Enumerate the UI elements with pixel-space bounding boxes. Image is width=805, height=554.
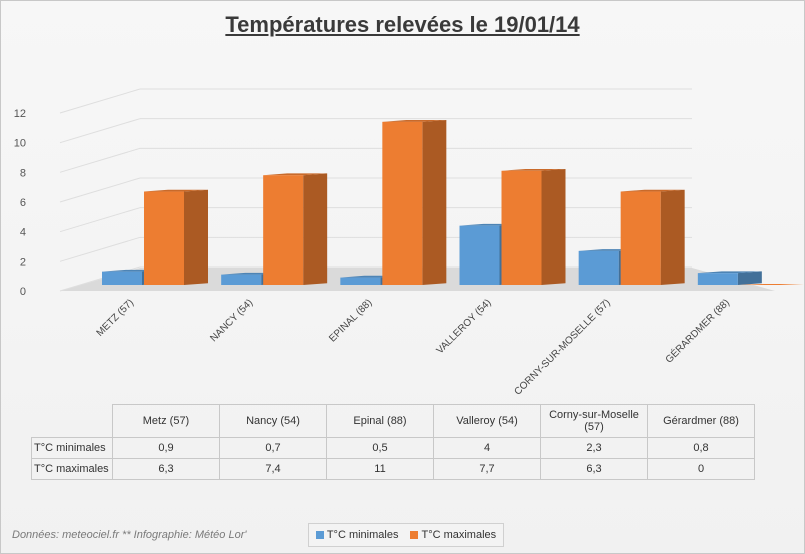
legend-label-min: T°C minimales xyxy=(326,529,399,541)
chart-title: Températures relevées le 19/01/14 xyxy=(225,12,580,37)
table-row: T°C maximales 6,3 7,4 11 7,7 6,3 0 xyxy=(31,458,755,480)
bar-front xyxy=(620,191,661,285)
legend-item-min: T°C minimales xyxy=(315,529,399,541)
y-tick-label: 8 xyxy=(20,167,26,179)
bar-top xyxy=(697,271,762,274)
table-col-header: Corny-sur-Moselle (57) xyxy=(540,404,648,438)
bar-front xyxy=(697,273,738,285)
legend-label-max: T°C maximales xyxy=(421,529,497,541)
table-col-header: Valleroy (54) xyxy=(433,404,541,438)
bar-max xyxy=(501,168,566,285)
bar-front xyxy=(221,274,262,285)
table-cell: 4 xyxy=(433,437,541,459)
bar-front xyxy=(144,191,184,285)
y-tick-label: 4 xyxy=(20,227,26,239)
bar-top xyxy=(144,189,208,192)
bar-front xyxy=(340,277,381,285)
source-note: Données: meteociel.fr ** Infographie: Mé… xyxy=(12,529,247,541)
gridline xyxy=(59,88,141,114)
x-tick-label: CORNY-SUR-MOSELLE (57) xyxy=(513,297,613,397)
table-row-label: T°C minimales xyxy=(31,437,113,459)
table-col-header: Epinal (88) xyxy=(326,404,434,438)
y-tick-label: 10 xyxy=(14,138,26,150)
table-cell: 0,5 xyxy=(326,437,434,459)
bar-min xyxy=(697,271,762,285)
table-row: T°C minimales 0,9 0,7 0,5 4 2,3 0,8 xyxy=(31,437,755,459)
y-tick-label: 2 xyxy=(20,256,26,268)
legend-swatch-min xyxy=(315,531,324,539)
bar-front xyxy=(382,121,423,285)
bar-front xyxy=(102,271,142,285)
table-cell: 7,4 xyxy=(219,458,327,480)
bar-top xyxy=(263,173,328,176)
gridline xyxy=(59,147,141,173)
data-table: Metz (57) Nancy (54) Epinal (88) Vallero… xyxy=(31,404,755,480)
table-col-header: Gérardmer (88) xyxy=(647,404,755,438)
bar-side xyxy=(660,189,685,285)
table-col-header: Metz (57) xyxy=(112,404,220,438)
bar-layer xyxy=(102,120,804,286)
y-tick-label: 6 xyxy=(20,197,26,209)
table-cell: 0,8 xyxy=(647,437,755,459)
bar-top xyxy=(501,168,566,171)
bar-max xyxy=(144,189,208,285)
bar-front xyxy=(501,170,542,285)
table-cell: 2,3 xyxy=(540,437,648,459)
x-tick-label: EPINAL (88) xyxy=(327,297,374,344)
bar-front xyxy=(263,175,304,285)
x-tick-label: NANCY (54) xyxy=(208,297,255,344)
gridline xyxy=(59,118,141,144)
table-row-label: T°C maximales xyxy=(31,458,113,480)
bar-front xyxy=(578,250,619,285)
gridline xyxy=(59,177,141,203)
axis-layer: 0 2 4 6 8 10 12 xyxy=(14,108,26,298)
table-corner xyxy=(31,404,113,438)
y-tick-label: 0 xyxy=(20,286,26,298)
bar-max xyxy=(739,284,804,285)
table-col-header: Nancy (54) xyxy=(219,404,327,438)
bar-side xyxy=(422,120,447,286)
bar-top xyxy=(382,120,447,122)
legend-swatch-max xyxy=(410,531,419,539)
label-layer: METZ (57) NANCY (54) EPINAL (88) VALLEROY (… xyxy=(95,296,732,398)
bar-max xyxy=(382,120,447,286)
legend: T°C minimales T°C maximales xyxy=(308,523,504,547)
x-tick-label: VALLEROY (54) xyxy=(435,297,494,356)
table-cell: 0,7 xyxy=(219,437,327,459)
bar-front xyxy=(459,225,500,285)
table-header-row: Metz (57) Nancy (54) Epinal (88) Vallero… xyxy=(31,404,755,438)
table-cell: 7,7 xyxy=(433,458,541,480)
table-cell: 0 xyxy=(647,458,755,480)
table-cell: 0,9 xyxy=(112,437,220,459)
bar-chart: 0 2 4 6 8 10 12 METZ (57) NANCY (54) EPINAL (88)… xyxy=(14,88,804,398)
bar-side xyxy=(303,173,328,285)
bar-top xyxy=(620,189,685,192)
bar-max xyxy=(263,173,328,285)
gridline xyxy=(59,236,141,262)
bar-side xyxy=(737,271,762,285)
table-cell: 6,3 xyxy=(540,458,648,480)
y-tick-label: 12 xyxy=(14,108,26,120)
table-cell: 11 xyxy=(326,458,434,480)
x-tick-label: METZ (57) xyxy=(95,297,137,339)
x-tick-label: GÉRARDMER (88) xyxy=(662,296,732,366)
bar-side xyxy=(541,168,566,285)
table-cell: 6,3 xyxy=(112,458,220,480)
legend-item-max: T°C maximales xyxy=(410,529,496,541)
bar-side xyxy=(184,189,208,285)
bar-max xyxy=(620,189,685,285)
gridline xyxy=(59,207,141,233)
